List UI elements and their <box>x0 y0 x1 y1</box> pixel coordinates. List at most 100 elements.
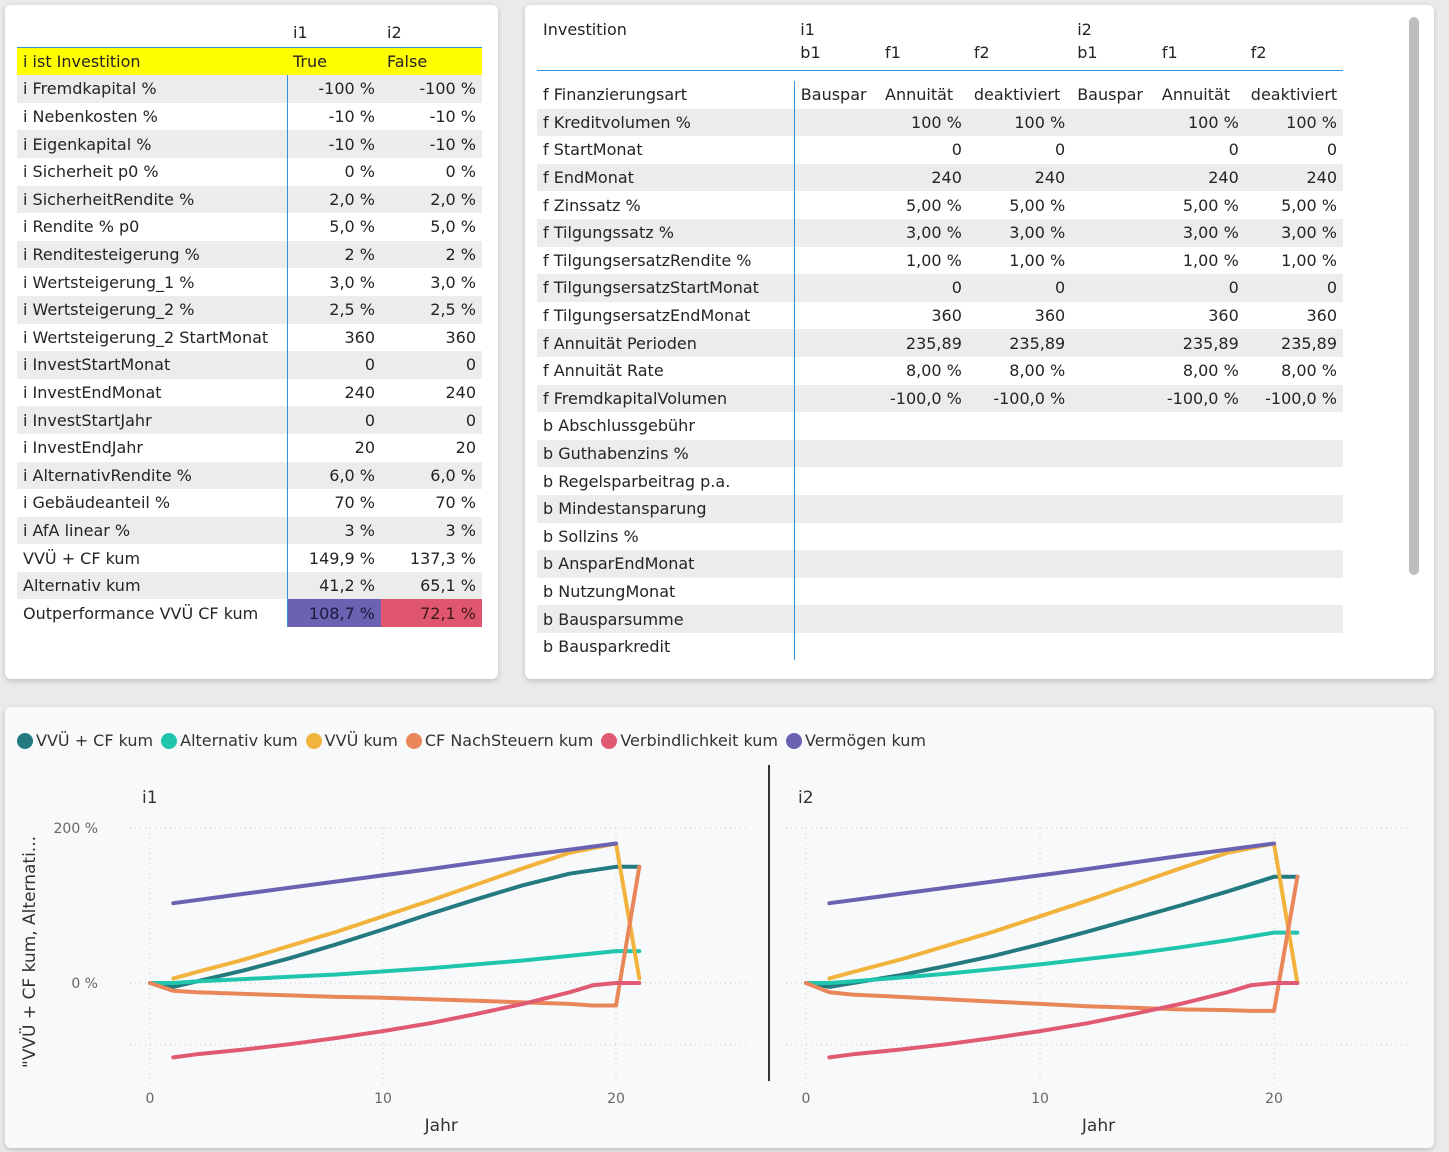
cell-value: 1,00 % <box>905 250 962 270</box>
cell-value <box>794 302 879 330</box>
cell-value <box>1071 247 1156 275</box>
table-row: b AnsparEndMonat <box>537 550 1343 578</box>
legend-item[interactable]: CF NachSteuern kum <box>405 731 593 750</box>
sub-header[interactable]: f1 <box>879 43 968 71</box>
table-header-row: Investition i1 i2 <box>537 16 1343 43</box>
row-label: i Fremdkapital % <box>17 75 287 103</box>
row-label: f TilgungsersatzRendite % <box>537 246 795 275</box>
cell-value: 108,7 % <box>286 599 381 628</box>
column-header[interactable]: i1 <box>287 19 381 48</box>
row-label: i Sicherheit p0 % <box>23 162 159 182</box>
row-label: i ist Investition <box>17 46 287 76</box>
cell-value: 3 % <box>286 516 381 545</box>
series-line[interactable] <box>148 864 642 1008</box>
legend-item[interactable]: VVÜ kum <box>305 731 398 750</box>
cell-value <box>794 633 879 661</box>
cell-value: 360 <box>1306 306 1337 326</box>
row-label: i Wertsteigerung_2 % <box>17 295 287 324</box>
cell-value: 2 % <box>286 240 381 269</box>
cell-value <box>794 523 879 551</box>
cell-value: -10 % <box>286 102 381 131</box>
cell-value <box>1071 163 1156 192</box>
cell-value: 5,0 % <box>286 213 381 241</box>
series-line[interactable] <box>804 874 1300 1013</box>
table-row: i Sicherheit p0 % 0 % 0 % <box>17 157 482 186</box>
legend-label: Alternativ kum <box>180 731 298 750</box>
financing-table: Investition i1 i2 b1 f1 f2 b1 f1 f2 f Finanzierun… <box>537 16 1343 661</box>
parameter-table-card: i1 i2 i ist Investition True False i Fremdkap… <box>5 5 498 679</box>
cell-value <box>1071 329 1156 357</box>
sub-header[interactable]: f2 <box>967 43 1072 71</box>
row-label: i InvestStartMonat <box>17 351 287 379</box>
highlight-row: i ist Investition True False <box>17 46 482 76</box>
cell-value: 235,89 <box>967 329 1072 357</box>
legend-label: VVÜ + CF kum <box>36 731 154 750</box>
y-axis-title: "VVÜ + CF kum, Alternati... <box>18 836 40 1068</box>
cell-value: 3,00 % <box>1244 218 1343 247</box>
series-line[interactable] <box>171 841 642 981</box>
series-line[interactable] <box>804 930 1300 985</box>
financing-table-viewport: Investition i1 i2 b1 f1 f2 b1 f1 f2 f Finanzierun… <box>537 16 1343 669</box>
sub-header[interactable]: b1 <box>794 43 880 71</box>
row-label: i Wertsteigerung_1 % <box>23 272 195 292</box>
cell-value: 2 % <box>381 240 482 269</box>
cell-value: Annuität <box>1161 85 1231 105</box>
cell-value: 240 <box>286 378 381 407</box>
cell-value: 360 <box>286 323 381 352</box>
series-line[interactable] <box>171 981 642 1060</box>
cell-value: 8,00 % <box>1281 361 1337 381</box>
legend-item[interactable]: Verbindlichkeit kum <box>601 731 778 750</box>
column-header[interactable]: Investition <box>537 16 795 43</box>
legend-item[interactable]: Alternativ kum <box>161 731 298 750</box>
cell-value <box>1071 523 1156 551</box>
column-header[interactable] <box>17 19 287 48</box>
vertical-scrollbar[interactable] <box>1409 17 1419 575</box>
cell-value <box>968 412 1071 440</box>
legend-item[interactable]: VVÜ + CF kum <box>17 731 153 750</box>
table-row: i Renditesteigerung % 2 % 2 % <box>17 240 482 269</box>
x-tick-label: 10 <box>374 1091 392 1107</box>
series-line[interactable] <box>827 841 1300 985</box>
series-line[interactable] <box>827 841 1276 906</box>
series-line[interactable] <box>804 874 1300 989</box>
group-header[interactable]: i1 <box>794 16 1072 43</box>
series-line[interactable] <box>171 841 618 906</box>
row-label: b AnsparEndMonat <box>537 550 795 578</box>
cell-value: 72,1 % <box>381 599 482 628</box>
line-chart-card: "VVÜ + CF kum, Alternati... i1 0 10 20 Jahr i2… <box>5 707 1434 1148</box>
row-label: b Bausparsumme <box>537 605 795 633</box>
header-spacer <box>537 71 1343 82</box>
sub-header[interactable]: b1 <box>1071 43 1156 71</box>
cell-value <box>879 494 968 523</box>
cell-value: 0 <box>286 351 381 379</box>
legend-item[interactable]: Vermögen kum <box>786 731 926 750</box>
cell-value <box>794 357 879 385</box>
cell-value: 1,00 % <box>1182 250 1239 270</box>
cell-value <box>1071 302 1156 330</box>
row-label: f Annuität Rate <box>537 356 795 385</box>
cell-value: 6,0 % <box>286 461 381 490</box>
legend-marker-icon <box>601 732 618 749</box>
cell-value: Bauspar <box>1077 85 1143 105</box>
table-row: f StartMonat 0 0 0 0 <box>537 136 1343 164</box>
column-header[interactable]: i2 <box>381 19 482 48</box>
series-line[interactable] <box>827 981 1300 1060</box>
cell-value: 0 <box>1055 140 1066 160</box>
series-line[interactable] <box>148 949 642 985</box>
cell-value <box>1071 633 1156 661</box>
legend-label: VVÜ kum <box>324 731 398 750</box>
cell-value: 0 <box>1155 274 1245 302</box>
table-row: b NutzungMonat <box>537 577 1343 606</box>
cell-value <box>1071 191 1156 219</box>
row-label: i Wertsteigerung_2 StartMonat <box>23 327 269 347</box>
group-header[interactable]: i2 <box>1071 16 1343 43</box>
sub-header[interactable]: f2 <box>1244 43 1343 71</box>
cell-value <box>1071 218 1156 247</box>
table-row: i AlternativRendite % 6,0 % 6,0 % <box>17 461 482 490</box>
row-label: b Regelsparbeitrag p.a. <box>537 467 795 495</box>
cell-value: 0 <box>951 140 962 160</box>
cell-value: 235,89 <box>879 329 968 357</box>
cell-value <box>967 494 1072 523</box>
sub-header[interactable]: f1 <box>1155 43 1245 71</box>
cell-value <box>794 412 879 440</box>
